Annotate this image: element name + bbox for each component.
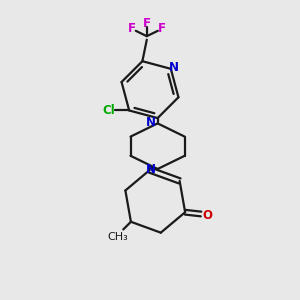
Text: F: F [158,22,166,34]
Text: CH₃: CH₃ [107,232,128,242]
Text: F: F [143,17,151,30]
Text: Cl: Cl [102,104,115,117]
Text: N: N [169,61,179,74]
Text: N: N [146,163,156,176]
Text: F: F [128,22,136,34]
Text: N: N [146,116,156,129]
Text: O: O [202,209,212,222]
